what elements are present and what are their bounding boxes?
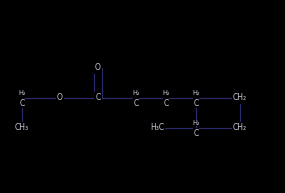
Text: C: C <box>163 98 169 108</box>
Text: H₂: H₂ <box>192 90 200 96</box>
Text: C: C <box>19 98 25 108</box>
Text: C: C <box>194 129 199 137</box>
Text: H₂: H₂ <box>162 90 170 96</box>
Text: O: O <box>95 63 101 73</box>
Text: C: C <box>133 98 139 108</box>
Text: O: O <box>57 93 63 102</box>
Text: CH₃: CH₃ <box>15 124 29 133</box>
Text: C: C <box>95 93 101 102</box>
Text: CH₂: CH₂ <box>233 124 247 133</box>
Text: H₃C: H₃C <box>150 124 164 133</box>
Text: H₂: H₂ <box>192 120 200 126</box>
Text: C: C <box>194 98 199 108</box>
Text: H₂: H₂ <box>132 90 140 96</box>
Text: CH₂: CH₂ <box>233 93 247 102</box>
Text: H₂: H₂ <box>18 90 26 96</box>
